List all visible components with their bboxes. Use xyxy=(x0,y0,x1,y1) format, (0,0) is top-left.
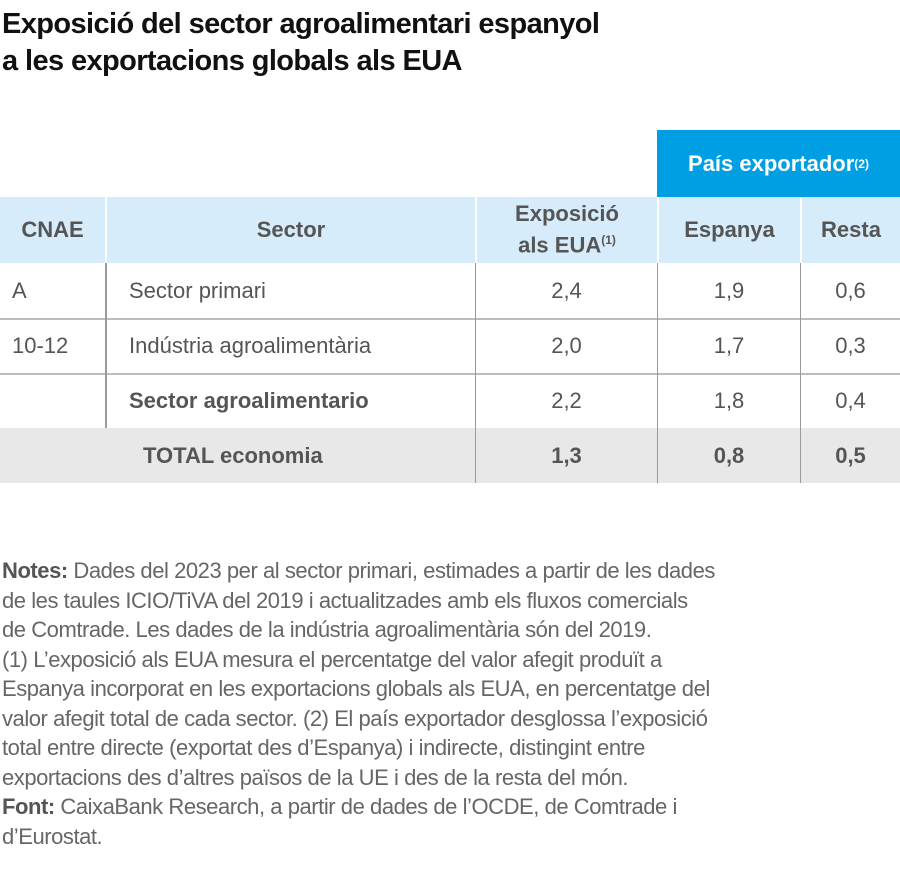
notes-line: de les taules ICIO/TiVA del 2019 i actua… xyxy=(2,587,688,613)
table-total-row: TOTAL economia 1,3 0,8 0,5 xyxy=(0,428,900,483)
group-header-exporting-country: País exportador (2) xyxy=(657,130,900,197)
cell-spain: 1,7 xyxy=(657,318,800,373)
cell-exposure: 2,4 xyxy=(475,263,657,318)
cell-cnae: A xyxy=(12,277,27,303)
cell-rest: 0,6 xyxy=(800,263,900,318)
cell-sector: Sector agroalimentario xyxy=(105,373,475,428)
cell-exposure: 1,3 xyxy=(475,428,657,483)
header-spain: Espanya xyxy=(657,197,800,263)
title-line-1: Exposició del sector agroalimentari espa… xyxy=(2,8,600,40)
title-line-2: a les exportacions globals als EUA xyxy=(2,45,462,77)
header-sector: Sector xyxy=(105,197,475,263)
notes: Notes: Dades del 2023 per al sector prim… xyxy=(2,556,715,851)
cell-spain: 0,8 xyxy=(657,428,800,483)
source-line: d’Eurostat. xyxy=(2,823,103,849)
notes-line: total entre directe (exportat des d’Espa… xyxy=(2,735,645,760)
table-header-row: CNAE Sector Exposició als EUA(1) Espanya … xyxy=(0,197,900,263)
cell-spain: 1,9 xyxy=(657,263,800,318)
cell-cnae xyxy=(0,373,105,428)
cell-cnae: 10-12 xyxy=(12,332,69,358)
notes-label: Notes: xyxy=(2,558,68,583)
cell-rest: 0,4 xyxy=(800,373,900,428)
cell-sector: Indústria agroalimentària xyxy=(105,318,475,373)
table-row: 10-12 Indústria agroalimentària 2,0 1,7 … xyxy=(0,318,900,375)
cell-exposure: 2,0 xyxy=(475,318,657,373)
header-rest: Resta xyxy=(800,197,900,263)
table-row: Sector agroalimentario 2,2 1,8 0,4 xyxy=(0,373,900,430)
cell-exposure: 2,2 xyxy=(475,373,657,428)
cell-sector: Sector primari xyxy=(105,263,475,318)
notes-line: (1) L’exposició als EUA mesura el percen… xyxy=(2,646,662,672)
page-title: Exposició del sector agroalimentari espa… xyxy=(2,6,600,80)
header-cnae: CNAE xyxy=(21,217,84,242)
cell-rest: 0,3 xyxy=(800,318,900,373)
header-exposure: Exposició als EUA(1) xyxy=(475,197,657,263)
notes-line: valor afegit total de cada sector. (2) E… xyxy=(2,705,708,731)
cell-spain: 1,8 xyxy=(657,373,800,428)
cell-rest: 0,5 xyxy=(800,428,900,483)
notes-line: Espanya incorporat en les exportacions g… xyxy=(2,676,710,701)
cell-total-label: TOTAL economia xyxy=(143,442,323,468)
notes-line: de Comtrade. Les dades de la indústria a… xyxy=(2,617,652,642)
notes-line: exportacions des d’altres països de la U… xyxy=(2,764,629,790)
source: Font: CaixaBank Research, a partir de da… xyxy=(2,794,677,819)
table-row: A Sector primari 2,4 1,9 0,6 xyxy=(0,263,900,320)
source-label: Font: xyxy=(2,794,55,819)
